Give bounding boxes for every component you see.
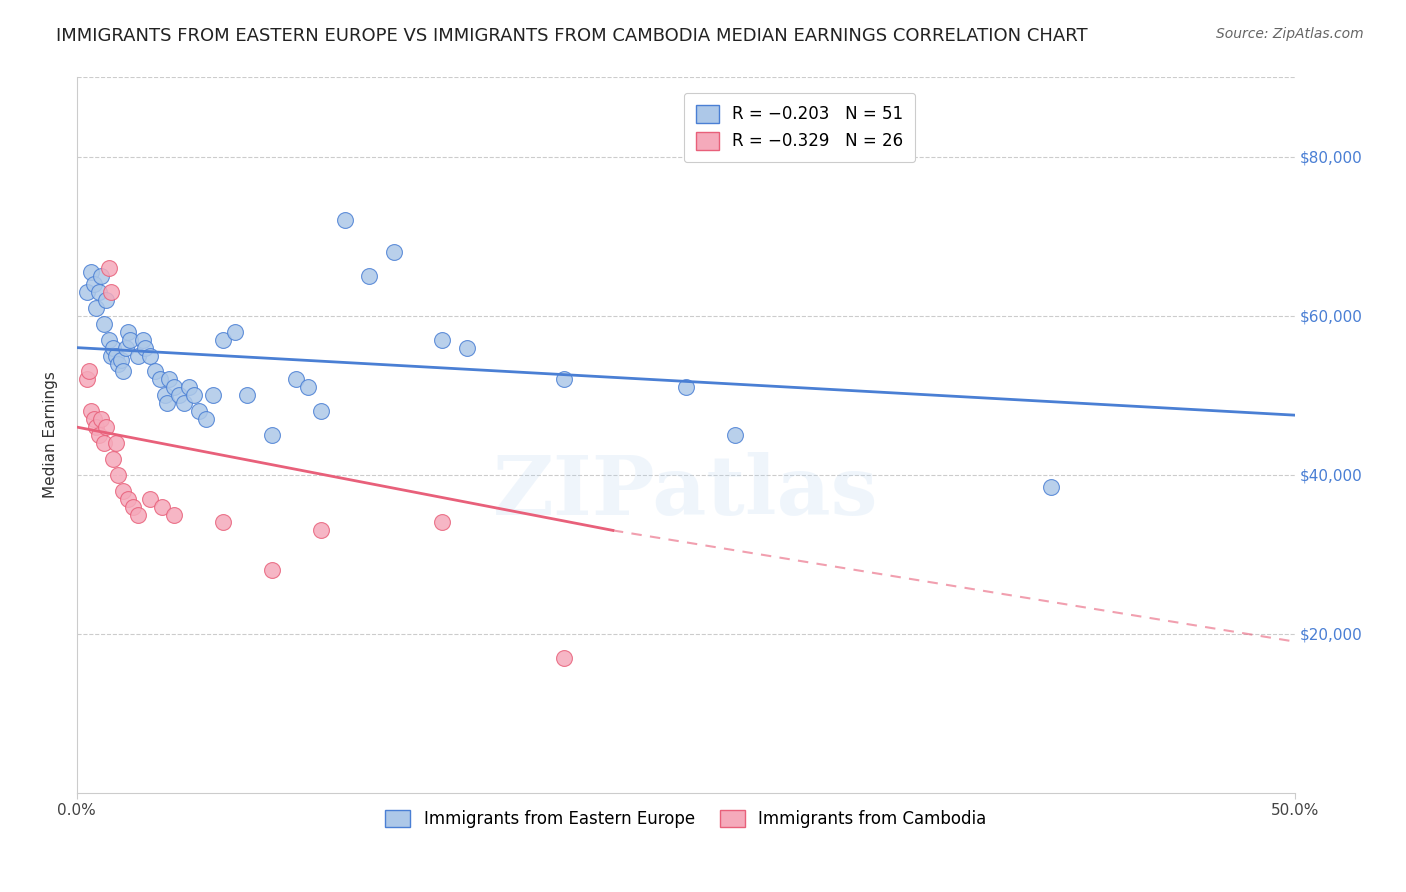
Point (139, 491, 162, 506)
Point (90, 412, 112, 426)
Text: IMMIGRANTS FROM EASTERN EUROPE VS IMMIGRANTS FROM CAMBODIA MEDIAN EARNINGS CORRE: IMMIGRANTS FROM EASTERN EUROPE VS IMMIGR… (56, 27, 1088, 45)
Point (202, 388, 225, 402)
Point (134, 341, 156, 355)
Point (76, 285, 98, 299)
Point (107, 467, 129, 482)
Point (103, 341, 125, 355)
Point (112, 483, 135, 498)
Point (94, 293, 117, 307)
Point (87, 428, 110, 442)
Point (456, 341, 478, 355)
Point (163, 380, 186, 394)
Point (432, 516, 454, 530)
Point (139, 349, 162, 363)
Point (80, 404, 103, 418)
Point (195, 412, 218, 426)
Point (297, 380, 319, 394)
Point (131, 333, 153, 347)
Point (93, 436, 115, 450)
Point (432, 333, 454, 347)
Point (1040, 480, 1063, 494)
Point (163, 508, 186, 522)
Point (107, 357, 129, 371)
Point (112, 364, 135, 378)
Point (86, 301, 108, 315)
Point (117, 325, 139, 339)
Point (333, 213, 356, 227)
Point (103, 451, 125, 466)
Y-axis label: Median Earnings: Median Earnings (44, 372, 58, 499)
Point (260, 428, 283, 442)
Point (156, 396, 179, 410)
Point (309, 404, 332, 418)
Point (167, 388, 190, 402)
Legend: Immigrants from Eastern Europe, Immigrants from Cambodia: Immigrants from Eastern Europe, Immigran… (378, 803, 993, 834)
Point (76, 372, 98, 386)
Point (359, 269, 381, 284)
Point (120, 333, 142, 347)
Point (80, 265, 103, 279)
Point (675, 380, 697, 394)
Point (143, 364, 166, 378)
Point (724, 428, 747, 442)
Text: Source: ZipAtlas.com: Source: ZipAtlas.com (1216, 27, 1364, 41)
Point (212, 516, 235, 530)
Point (212, 333, 235, 347)
Point (114, 341, 136, 355)
Point (236, 388, 259, 402)
Point (97, 261, 120, 276)
Point (104, 349, 127, 363)
Point (224, 325, 246, 339)
Point (309, 524, 332, 538)
Text: ZIPatlas: ZIPatlas (494, 452, 879, 533)
Point (97, 333, 120, 347)
Point (382, 245, 405, 260)
Point (159, 372, 181, 386)
Point (149, 372, 172, 386)
Point (260, 563, 283, 577)
Point (93, 317, 115, 331)
Point (187, 404, 209, 418)
Point (83, 277, 105, 291)
Point (86, 420, 108, 434)
Point (177, 380, 200, 394)
Point (183, 388, 205, 402)
Point (90, 269, 112, 284)
Point (285, 372, 308, 386)
Point (127, 349, 149, 363)
Point (117, 491, 139, 506)
Point (127, 508, 149, 522)
Point (100, 349, 122, 363)
Point (153, 388, 176, 402)
Point (104, 436, 127, 450)
Point (150, 500, 173, 514)
Point (100, 285, 122, 299)
Point (122, 500, 145, 514)
Point (173, 396, 195, 410)
Point (94, 420, 117, 434)
Point (553, 650, 575, 665)
Point (87, 285, 110, 299)
Point (553, 372, 575, 386)
Point (77, 364, 100, 378)
Point (110, 352, 132, 367)
Point (83, 412, 105, 426)
